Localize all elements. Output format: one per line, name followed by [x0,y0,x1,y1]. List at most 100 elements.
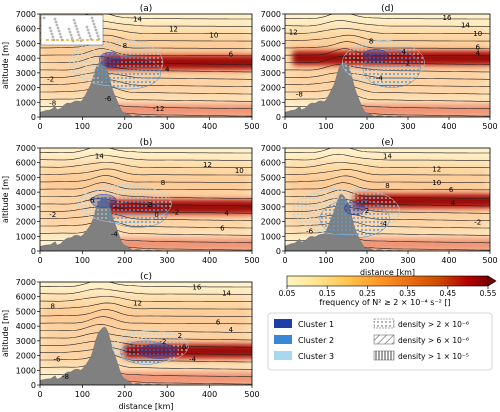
plot-area-c [40,282,252,385]
legend-swatch-cluster-2 [274,335,292,344]
terrain [40,326,252,385]
inset-terrain-dot [95,31,99,35]
y-tick-label: 5000 [16,307,36,316]
contour-label: 4 [224,210,229,218]
contour-label: 2 [148,201,152,209]
contour-label: -8 [296,90,303,98]
legend-label-cluster-1: Cluster 1 [298,320,334,329]
inset-terrain-dot [88,34,92,38]
y-tick-label: 5000 [261,39,281,48]
x-tick-label: 100 [75,122,90,131]
contour-line [285,148,490,154]
contour-label: 12 [289,29,298,37]
contour-label: -2 [172,208,179,216]
panel-title: (e) [381,138,394,148]
y-tick-label: 2000 [261,218,281,227]
x-tick-label: 100 [318,256,333,265]
contour-line [40,288,252,295]
y-tick-label: 0 [276,113,281,122]
contour-line [285,226,490,236]
y-tick-label: 7000 [16,144,36,153]
contour-label: 14 [95,152,104,160]
contour-label: 10 [432,179,441,187]
x-tick-label: 500 [244,122,259,131]
inset-terrain-dot [93,25,97,29]
contour-label: 2 [365,207,369,215]
contour-label: 2 [178,332,182,340]
x-axis-label: distance [km] [118,402,173,411]
y-tick-label: 6000 [261,159,281,168]
x-tick-label: 100 [318,122,333,131]
contour-label: -6 [53,356,61,364]
legend: Cluster 1 Cluster 2 Cluster 3 density > 2 ×… [267,312,493,371]
contour-label: 8 [385,182,389,190]
contour-line [285,28,490,35]
legend-swatch-cluster-3 [274,351,292,360]
axes-frame [39,147,253,252]
contour-label: 8 [50,303,54,311]
inset-terrain-dot [55,23,59,27]
cluster-2-region [107,200,168,228]
y-axis-label: altitude [m] [1,42,10,89]
legend-label-cluster-3: Cluster 3 [298,352,334,361]
contour-label: 6 [449,186,454,194]
contour-label: -2 [49,211,56,219]
x-tick-label: 500 [482,122,497,131]
x-tick-label: 200 [359,122,374,131]
contour-label: -8 [62,373,69,381]
y-tick-label: 1000 [16,98,36,107]
contour-label: 14 [133,15,142,23]
cluster-2-region [319,199,390,239]
x-tick-label: 0 [282,122,287,131]
contour-label: 6 [216,319,221,327]
contour-line [40,168,252,176]
contour-label: 4 [475,49,480,57]
x-tick-label: 300 [400,256,415,265]
contour-line [285,20,490,27]
plot-area-d [285,14,490,117]
contour-line [40,296,252,302]
contour-label: -6 [104,95,112,103]
contour-label: 4 [229,326,234,334]
contour-label: -4 [111,230,119,238]
cluster-1-region [139,343,179,359]
contour-label: 0 [154,211,158,219]
contour-label: 16 [192,283,201,291]
contour-line [40,154,252,161]
terrain [285,62,490,117]
y-tick-label: 6000 [16,293,36,302]
y-tick-label: 5000 [261,173,281,182]
terrain [40,62,252,117]
inset-terrain-dot [76,30,80,34]
x-tick-label: 300 [160,256,175,265]
x-tick-label: 200 [117,390,132,399]
cluster-1-region [362,49,388,62]
cluster-1-region [99,52,121,68]
contour-line [40,360,252,370]
y-tick-label: 3000 [16,203,36,212]
colorbar-tick-label: 0.05 [279,289,296,298]
contour-label: 12 [203,161,212,169]
y-tick-label: 6000 [261,25,281,34]
contour-label: -12 [153,105,164,113]
y-tick-label: 0 [31,247,36,256]
contour-label: 8 [161,179,165,187]
colorbar-tick-label: 0.35 [399,289,416,298]
frequency-band-core [103,58,252,67]
inset-terrain-dot [51,35,55,39]
contour-line [40,226,252,236]
inset-terrain-dot [50,32,54,36]
x-axis-label: distance [km] [360,268,415,277]
panel-title: (a) [140,4,153,14]
y-tick-label: 2000 [261,84,281,93]
contour-label: -4 [376,74,384,82]
legend-swatch-density-3 [373,350,395,361]
contour-line [285,153,490,161]
inset-terrain-dot [72,18,76,22]
colorbar-tick-label: 0.55 [480,289,497,298]
contour-label: 10 [209,32,218,40]
